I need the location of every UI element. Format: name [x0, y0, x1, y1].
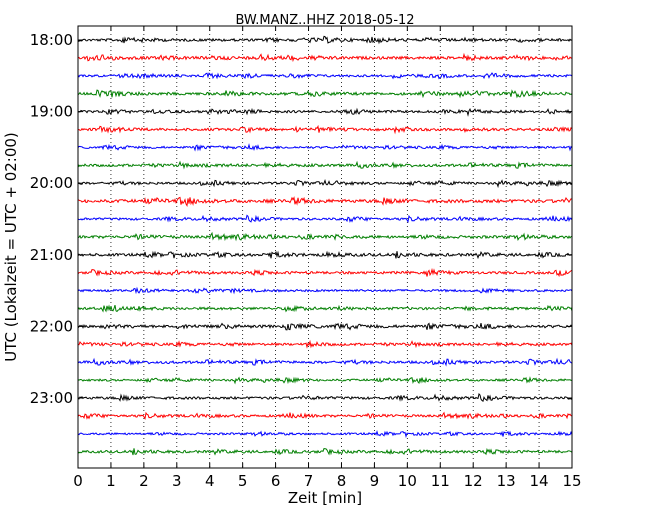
seismic-trace — [77, 376, 573, 385]
seismic-trace — [77, 35, 573, 45]
y-tick-label: 23:00 — [30, 389, 73, 407]
seismic-trace — [77, 411, 573, 421]
seismic-trace — [77, 143, 573, 152]
x-tick-label: 6 — [271, 472, 281, 490]
x-tick-label: 1 — [106, 472, 116, 490]
seismic-trace — [77, 304, 573, 313]
seismic-trace — [77, 286, 573, 295]
seismic-trace — [77, 231, 573, 242]
y-tick-label: 18:00 — [30, 31, 73, 49]
x-tick-label: 15 — [562, 472, 581, 490]
seismic-trace — [77, 160, 573, 170]
seismic-trace — [77, 357, 573, 367]
x-tick-label: 14 — [530, 472, 549, 490]
y-axis: 18:00 19:00 20:00 21:00 22:00 23:00 — [30, 31, 572, 407]
seismic-trace — [77, 178, 573, 189]
seismic-trace — [77, 72, 573, 80]
x-tick-label: 7 — [304, 472, 314, 490]
x-tick-label: 13 — [497, 472, 516, 490]
seismic-trace — [77, 339, 573, 349]
seismic-trace — [77, 107, 573, 117]
x-tick-label: 12 — [464, 472, 483, 490]
x-tick-label: 2 — [139, 472, 149, 490]
x-tick-label: 5 — [238, 472, 248, 490]
x-tick-label: 8 — [337, 472, 347, 490]
seismic-trace — [77, 89, 573, 99]
seismic-trace — [77, 196, 573, 208]
y-tick-label: 19:00 — [30, 103, 73, 121]
grid-lines — [110, 26, 540, 468]
y-tick-label: 22:00 — [30, 317, 73, 335]
x-tick-label: 10 — [398, 472, 417, 490]
y-axis-label: UTC (Lokalzeit = UTC + 02:00) — [2, 132, 20, 362]
seismic-trace — [77, 250, 573, 260]
x-axis-label: Zeit [min] — [288, 489, 362, 507]
seismic-trace — [77, 322, 573, 331]
plot-frame — [77, 25, 573, 469]
x-tick-label: 4 — [205, 472, 215, 490]
x-tick-label: 11 — [431, 472, 450, 490]
seismic-trace — [77, 447, 573, 456]
x-tick-label: 9 — [370, 472, 380, 490]
seismic-trace — [77, 267, 573, 278]
seismic-trace — [77, 430, 573, 439]
seismic-trace — [77, 214, 573, 224]
chart-title: BW.MANZ..HHZ 2018-05-12 — [235, 13, 414, 28]
seismic-trace — [77, 52, 573, 63]
seismic-trace — [77, 393, 573, 403]
y-tick-label: 21:00 — [30, 246, 73, 264]
x-axis: 0 1 2 3 4 5 6 7 8 9 10 11 12 13 14 15 — [73, 26, 582, 490]
y-tick-label: 20:00 — [30, 174, 73, 192]
x-tick-label: 3 — [172, 472, 182, 490]
seismic-trace — [77, 124, 573, 135]
x-tick-label: 0 — [73, 472, 83, 490]
trace-group — [77, 35, 573, 456]
